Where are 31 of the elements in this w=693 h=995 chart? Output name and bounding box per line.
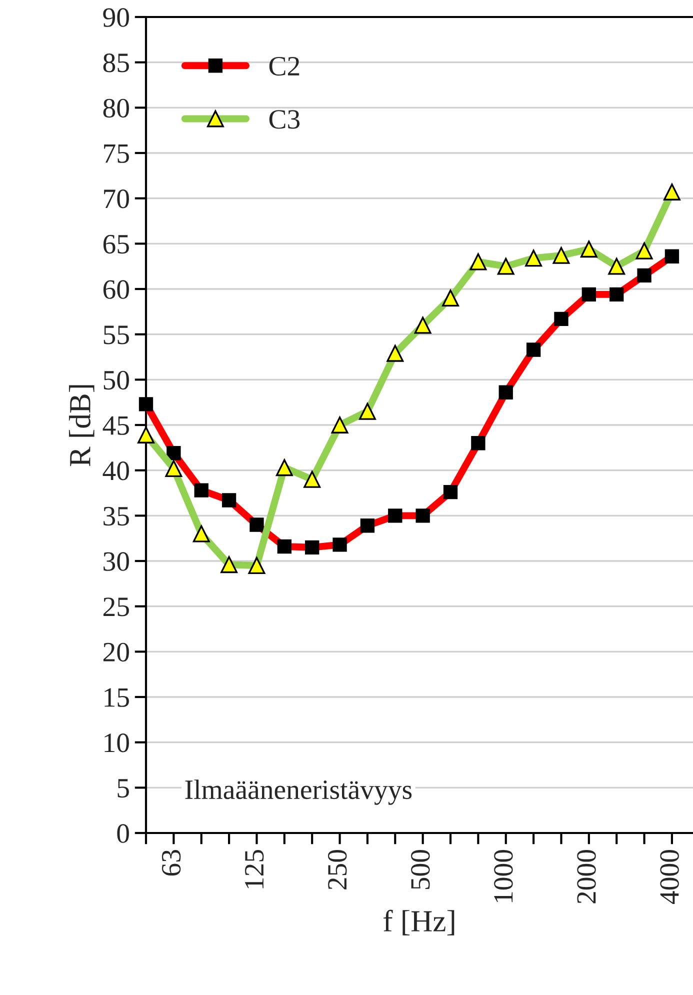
y-tick-label: 25 <box>103 598 129 616</box>
y-tick-label: 10 <box>104 734 129 752</box>
y-tick-label: 30 <box>104 552 129 571</box>
annotation: Ilmaääneneristävyys <box>185 780 412 805</box>
x-tick-label: 63 <box>162 850 181 876</box>
y-tick-label: 15 <box>104 688 129 707</box>
x-tick-label: 500 <box>411 850 430 890</box>
y-tick-label: 85 <box>103 54 129 72</box>
y-tick-label: 5 <box>118 779 129 798</box>
y-tick-label: 50 <box>104 370 129 390</box>
y-tick-label: 90 <box>103 8 129 27</box>
x-tick-label: 1000 <box>494 850 513 902</box>
y-tick-label: 60 <box>103 280 129 299</box>
y-tick-label: 65 <box>103 234 129 254</box>
y-tick-label: 40 <box>102 462 129 480</box>
y-tick-label: 80 <box>103 98 129 118</box>
x-tick-label: 125 <box>245 850 264 888</box>
legend-label: C2 <box>269 56 300 76</box>
y-tick-label: 35 <box>104 506 129 526</box>
y-tick-label: 20 <box>103 642 129 662</box>
x-tick-label: 4000 <box>660 850 679 904</box>
x-axis-title: f [Hz] <box>384 910 454 936</box>
y-tick-label: 55 <box>104 326 129 344</box>
y-tick-label: 0 <box>117 824 129 843</box>
x-tick-label: 250 <box>328 850 347 890</box>
y-tick-label: 75 <box>104 144 129 163</box>
y-tick-label: 45 <box>102 416 129 435</box>
x-tick-label: 2000 <box>577 850 596 904</box>
legend-label: C3 <box>269 110 300 129</box>
y-tick-label: 70 <box>104 190 129 208</box>
y-axis-title: R [dB] <box>68 385 94 466</box>
